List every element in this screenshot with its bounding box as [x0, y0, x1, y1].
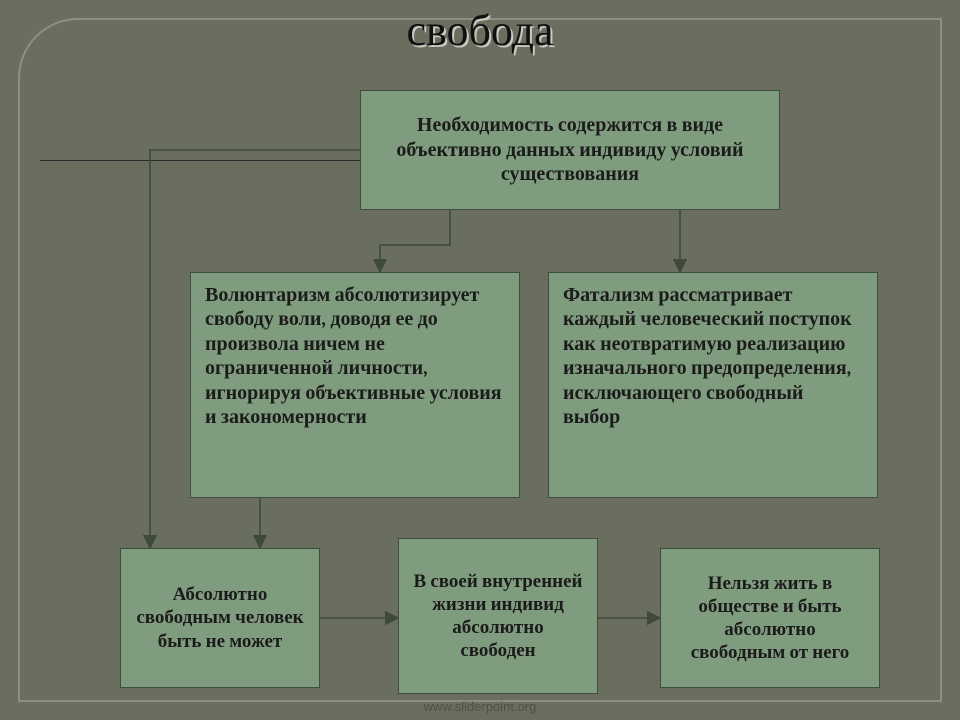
slide: свобода свобода Необходимость содержится…	[0, 0, 960, 720]
title-text: свобода	[0, 8, 960, 54]
node-n5: В своей внутренней жизни индивид абсолют…	[398, 538, 598, 694]
node-n2: Волюнтаризм абсолютизирует свободу воли,…	[190, 272, 520, 498]
node-n4: Абсолютно свободным человек быть не може…	[120, 548, 320, 688]
watermark: www.sliderpoint.org	[0, 699, 960, 714]
node-n6: Нельзя жить в обществе и быть абсолютно …	[660, 548, 880, 688]
node-n1: Необходимость содержится в виде объектив…	[360, 90, 780, 210]
title-underline	[40, 160, 360, 161]
node-n3: Фатализм рассматривает каждый человеческ…	[548, 272, 878, 498]
